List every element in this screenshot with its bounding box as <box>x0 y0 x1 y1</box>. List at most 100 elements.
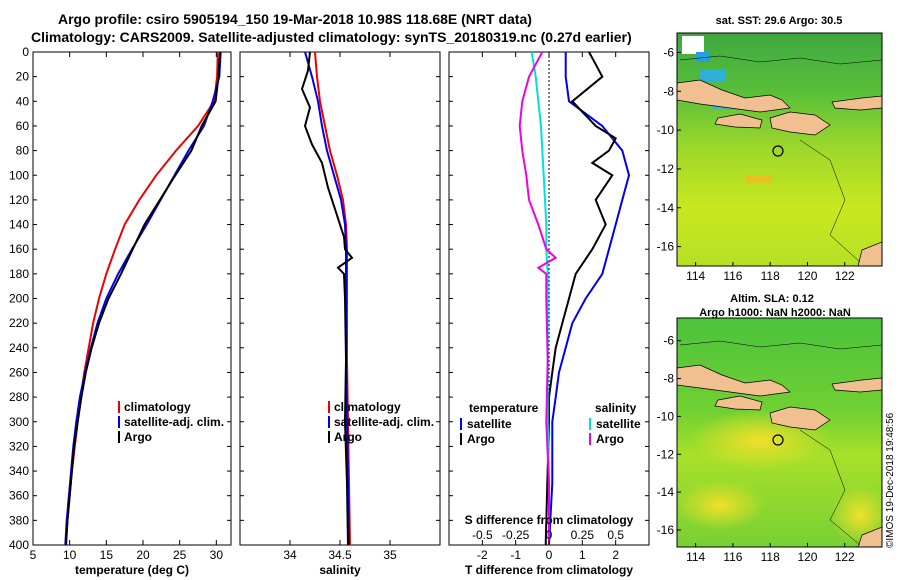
legend-climatology: climatology <box>124 400 191 414</box>
legend-satellite-adj: satellite-adj. clim. <box>334 415 434 429</box>
difference-series <box>518 52 631 545</box>
depth-tick-label: 160 <box>9 242 29 256</box>
depth-tick-label: 220 <box>9 316 29 330</box>
salinity-legend: climatology satellite-adj. clim. Argo <box>328 400 434 444</box>
series-temperature-satellite <box>548 52 631 545</box>
depth-tick-label: 40 <box>16 94 30 108</box>
legend-climatology: climatology <box>334 400 401 414</box>
lon-tick-label: 116 <box>723 550 742 564</box>
cloud-mask <box>682 36 704 54</box>
depth-tick-label: 340 <box>9 464 29 478</box>
lat-tick-label: -14 <box>657 485 675 499</box>
lon-tick-label: 122 <box>835 269 855 283</box>
legend-argo: Argo <box>124 430 152 444</box>
land-mass <box>831 95 882 111</box>
land-mass <box>714 113 763 129</box>
lon-tick-label: 118 <box>761 269 780 283</box>
bathymetry-contour <box>679 340 882 350</box>
lon-tick-label: 116 <box>723 269 742 283</box>
bathymetry-contour <box>679 55 882 65</box>
x-tick-label: 34.5 <box>328 548 352 562</box>
s-diff-tick-label: -0.25 <box>502 528 530 542</box>
lat-tick-label: -16 <box>657 240 675 254</box>
lon-tick-label: 114 <box>686 550 705 564</box>
depth-axis: 0 20 40 60 80 100 120 140 160 180 200 220 240 260 280 3… <box>9 45 649 552</box>
x-tick-label: 25 <box>173 548 187 562</box>
lat-tick-label: -6 <box>663 334 674 348</box>
difference-axis-label: T difference from climatology <box>465 563 633 577</box>
salinity-series <box>300 52 354 545</box>
temperature-axis-label: temperature (deg C) <box>75 563 189 577</box>
header-title-line2: Climatology: CARS2009. Satellite-adjuste… <box>31 29 632 45</box>
land-mass <box>677 79 791 113</box>
lat-tick-label: -14 <box>657 201 675 215</box>
sst-map-frame <box>676 32 883 267</box>
series-argo <box>65 52 221 545</box>
land-mass <box>677 364 791 397</box>
land-mass <box>857 526 882 547</box>
x-tick-label: 0 <box>546 548 553 562</box>
sla-map-title-1: Altim. SLA: 0.12 <box>730 293 814 305</box>
depth-tick-label: 0 <box>22 45 29 59</box>
depth-tick-label: 240 <box>9 341 29 355</box>
depth-tick-label: 80 <box>16 144 30 158</box>
lat-tick-label: -16 <box>657 523 675 537</box>
lat-tick-label: -8 <box>663 84 674 98</box>
x-tick-label: 34 <box>283 548 297 562</box>
sla-high-patch <box>830 485 882 545</box>
depth-tick-label: 380 <box>9 513 29 527</box>
sst-map-title: sat. SST: 29.6 Argo: 30.5 <box>716 15 843 27</box>
difference-legend: temperature satellite Argo salinity sate… <box>460 401 641 446</box>
sla-map-frame <box>676 317 883 548</box>
series-satellite-adj-clim- <box>304 52 350 545</box>
s-diff-tick-label: 0.25 <box>571 528 595 542</box>
salinity-plot-frame <box>239 51 441 546</box>
sst-field <box>677 33 882 266</box>
sst-map <box>677 33 882 266</box>
series-argo <box>300 52 354 545</box>
lat-tick-label: -8 <box>663 372 674 386</box>
lon-tick-label: 118 <box>761 550 780 564</box>
x-tick-label: 2 <box>612 548 619 562</box>
land-mass <box>857 241 882 266</box>
sst-map-axes: 114 116 118 120 122 -6 -8 -10 -12 -14 -16 <box>657 45 855 283</box>
bathymetry-contour <box>799 429 861 546</box>
x-tick-label: 20 <box>136 548 150 562</box>
bathymetry-contour <box>799 139 861 263</box>
x-tick-label: -2 <box>477 548 488 562</box>
land-mass <box>769 406 831 431</box>
x-tick-label: 5 <box>30 548 37 562</box>
depth-tick-label: 300 <box>9 415 29 429</box>
legend-temp-satellite: satellite <box>467 417 512 431</box>
s-diff-tick-label: 0.5 <box>607 528 624 542</box>
depth-tick-label: 140 <box>9 218 29 232</box>
lat-tick-label: -6 <box>663 45 674 59</box>
sla-map <box>677 318 882 547</box>
series-temperature-argo <box>544 52 618 545</box>
legend-satellite-adj: satellite-adj. clim. <box>124 415 224 429</box>
legend-sal-satellite: satellite <box>596 417 641 431</box>
land-mass <box>714 395 763 411</box>
land-mass <box>831 377 882 393</box>
lat-tick-label: -12 <box>657 162 675 176</box>
legend-temperature-title: temperature <box>469 401 539 415</box>
depth-tick-label: 60 <box>16 119 30 133</box>
depth-tick-label: 400 <box>9 538 29 552</box>
lat-tick-label: -12 <box>657 447 675 461</box>
lon-tick-label: 122 <box>835 550 855 564</box>
depth-tick-label: 320 <box>9 439 29 453</box>
argo-position-marker <box>772 145 784 157</box>
temperature-legend: climatology satellite-adj. clim. Argo <box>118 400 224 444</box>
depth-tick-label: 260 <box>9 365 29 379</box>
depth-tick-label: 360 <box>9 489 29 503</box>
cool-patch <box>700 70 726 82</box>
lon-tick-label: 120 <box>797 550 817 564</box>
temperature-series <box>64 52 222 545</box>
series-salinity-argo <box>518 52 558 545</box>
lon-tick-label: 120 <box>797 269 817 283</box>
x-tick-label: 35 <box>383 548 397 562</box>
s-diff-tick-label: -0.5 <box>472 528 493 542</box>
argo-position-marker <box>772 434 784 446</box>
depth-tick-label: 20 <box>16 70 30 84</box>
